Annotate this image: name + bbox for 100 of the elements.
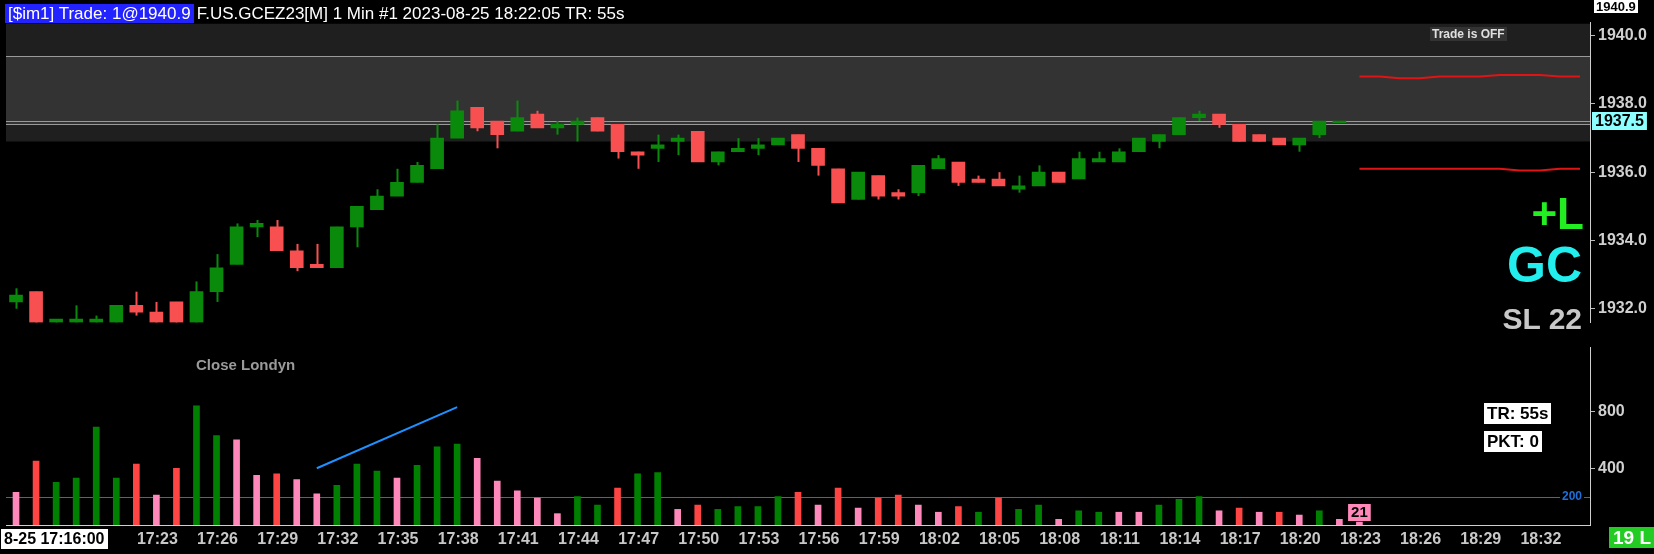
candlestick xyxy=(370,188,384,211)
bar xyxy=(734,506,742,525)
y-tick-label: 400 xyxy=(1598,458,1625,476)
x-tick-label: 18:17 xyxy=(1219,530,1261,548)
x-tick-label: 18:26 xyxy=(1400,530,1442,548)
bar xyxy=(273,473,281,525)
y-tick-label: 1936.0 xyxy=(1598,162,1648,180)
bar xyxy=(32,460,40,525)
x-tick-label: 17:32 xyxy=(317,530,359,548)
x-tick-label: 17:26 xyxy=(197,530,239,548)
bar xyxy=(1075,510,1083,525)
bar xyxy=(554,513,561,525)
y-tick-label: 1938.0 xyxy=(1598,94,1648,112)
x-tick-label: 18:32 xyxy=(1520,530,1562,548)
x-tick-label: 18:23 xyxy=(1339,530,1381,548)
bar xyxy=(774,496,782,525)
candlestick xyxy=(410,160,424,184)
bar xyxy=(153,494,160,525)
bar xyxy=(293,479,301,525)
x-tick-label: 17:59 xyxy=(858,530,900,548)
text: 1940.9 xyxy=(1594,0,1638,14)
bar xyxy=(393,477,401,525)
ref-line-label: 1937.5 xyxy=(1595,112,1645,130)
x-tick-label: 18:14 xyxy=(1159,530,1201,548)
x-tick-label: 18:20 xyxy=(1279,530,1321,548)
bar xyxy=(1015,509,1022,525)
bar xyxy=(1195,496,1203,525)
bar xyxy=(72,477,80,525)
annotation: GC xyxy=(1507,237,1582,293)
annotation: PKT: 0 xyxy=(1484,431,1542,452)
bar xyxy=(1295,514,1303,525)
candlestick xyxy=(510,99,525,133)
ref-line-label: 200 xyxy=(1561,488,1583,503)
bar xyxy=(513,490,521,525)
bar xyxy=(574,496,581,525)
x-tick-label: 17:44 xyxy=(557,530,600,548)
bar xyxy=(12,492,20,525)
bar xyxy=(173,467,180,525)
annotation: [$im1] Trade: 1@1940.9 xyxy=(5,4,194,23)
data-label: 21 xyxy=(1351,503,1368,521)
bar xyxy=(1255,511,1263,525)
bar xyxy=(754,506,762,525)
bar xyxy=(433,446,441,525)
bar xyxy=(534,497,541,525)
x-tick-label: 18:05 xyxy=(979,530,1021,548)
candlestick xyxy=(470,106,485,133)
bar xyxy=(1215,510,1223,525)
x-tick-label: 17:38 xyxy=(437,530,479,548)
bar xyxy=(213,435,220,525)
candlestick xyxy=(1031,164,1046,187)
bar xyxy=(955,506,962,525)
x-tick-label: 17:47 xyxy=(618,530,660,548)
candlestick xyxy=(871,174,886,201)
bar xyxy=(1115,511,1123,525)
candlestick xyxy=(490,120,505,150)
candlestick xyxy=(390,167,404,198)
bar xyxy=(694,504,702,525)
bar xyxy=(1055,518,1062,525)
bar xyxy=(92,426,100,525)
candlestick xyxy=(350,205,364,249)
text: 8-25 17:16:00 xyxy=(1,529,108,549)
x-tick-label: 17:35 xyxy=(377,530,419,548)
bar xyxy=(413,465,421,525)
bar xyxy=(52,482,60,525)
text: 19 L xyxy=(1609,527,1654,548)
candlestick xyxy=(811,147,825,177)
annotation: Trade is OFF xyxy=(1430,27,1507,41)
candlestick xyxy=(650,133,665,163)
bar xyxy=(253,475,260,525)
annotation: +L xyxy=(1531,189,1584,238)
y-tick-label: 800 xyxy=(1598,401,1625,419)
bar xyxy=(1035,504,1042,525)
bar xyxy=(634,473,641,525)
x-tick-label: 17:41 xyxy=(497,530,539,548)
chart-title: F.US.GCEZ23[M] 1 Min #1 2023-08-25 18:22:05 TR: 55s xyxy=(193,4,628,23)
x-tick-label: 17:23 xyxy=(136,530,178,548)
bar xyxy=(935,511,942,525)
bar xyxy=(794,492,802,525)
y-tick-label: 1932.0 xyxy=(1598,299,1648,317)
candlestick xyxy=(791,133,805,163)
bar xyxy=(1175,499,1183,525)
x-tick-label: 18:08 xyxy=(1039,530,1081,548)
bar xyxy=(834,487,842,525)
candlestick xyxy=(570,116,585,143)
annotation: SL 22 xyxy=(1502,302,1582,335)
bar xyxy=(112,477,120,525)
bar xyxy=(594,504,601,525)
annotation: TR: 55s xyxy=(1484,403,1552,424)
bar xyxy=(914,504,922,525)
bar xyxy=(373,470,381,525)
bar xyxy=(714,509,722,525)
candlestick xyxy=(1071,150,1086,181)
candlestick xyxy=(129,290,144,317)
bar xyxy=(654,472,661,525)
candlestick xyxy=(670,133,685,157)
bar xyxy=(313,493,321,525)
x-tick-label: 17:50 xyxy=(678,530,720,548)
bar xyxy=(614,487,621,525)
candlestick xyxy=(9,287,23,310)
bar xyxy=(333,484,341,525)
